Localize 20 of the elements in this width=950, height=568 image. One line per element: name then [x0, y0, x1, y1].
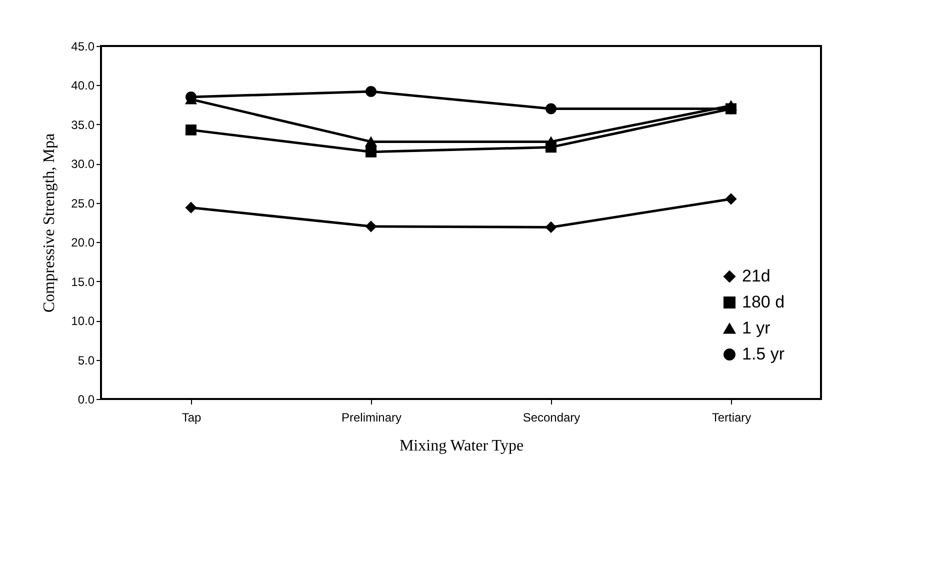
x-tick-label: Secondary: [522, 410, 580, 424]
y-tick-label: 0.0: [78, 392, 95, 406]
y-tick-label: 40.0: [71, 78, 95, 93]
x-tick-label: Tertiary: [712, 410, 752, 424]
y-tick-label: 10.0: [71, 314, 95, 328]
x-tick-label: Preliminary: [341, 410, 402, 424]
y-tick-label: 20.0: [71, 236, 95, 250]
x-axis-title: Mixing Water Type: [399, 438, 524, 454]
legend-label: 1.5 yr: [742, 344, 785, 364]
y-tick-label: 35.0: [71, 118, 95, 132]
y-tick-label: 45.0: [71, 40, 95, 54]
y-tick-label: 15.0: [71, 274, 95, 289]
legend-label: 21d: [742, 266, 770, 286]
y-tick-label: 30.0: [71, 157, 95, 172]
y-tick-label: 25.0: [71, 196, 95, 210]
y-axis-title: Compressive Strength, Mpa: [41, 133, 58, 313]
legend-label: 1 yr: [742, 318, 771, 338]
x-tick-label: Tap: [182, 410, 202, 424]
legend-label: 180 d: [742, 292, 785, 312]
y-tick-label: 5.0: [78, 353, 95, 368]
